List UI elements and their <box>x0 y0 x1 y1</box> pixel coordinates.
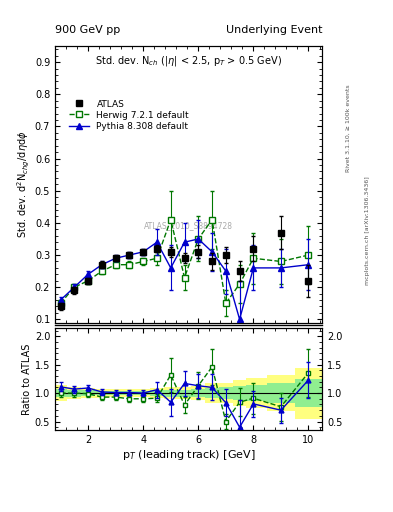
Pythia 8.308 default <box>279 265 283 271</box>
Text: Rivet 3.1.10, ≥ 100k events: Rivet 3.1.10, ≥ 100k events <box>346 84 351 172</box>
ATLAS <box>154 246 159 252</box>
ATLAS <box>237 268 242 274</box>
Pythia 8.308 default <box>58 297 63 303</box>
ATLAS <box>224 252 228 258</box>
ATLAS <box>168 249 173 255</box>
Text: ATLAS_2010_S8894728: ATLAS_2010_S8894728 <box>144 221 233 230</box>
Herwig 7.2.1 default <box>306 252 311 258</box>
Pythia 8.308 default <box>99 262 104 268</box>
Herwig 7.2.1 default <box>154 255 159 261</box>
Y-axis label: Ratio to ATLAS: Ratio to ATLAS <box>22 343 32 415</box>
Pythia 8.308 default <box>196 236 201 242</box>
Pythia 8.308 default <box>168 265 173 271</box>
Pythia 8.308 default <box>210 249 215 255</box>
Pythia 8.308 default <box>224 268 228 274</box>
Herwig 7.2.1 default <box>182 274 187 281</box>
ATLAS <box>306 278 311 284</box>
Pythia 8.308 default <box>141 249 145 255</box>
Pythia 8.308 default <box>86 271 90 278</box>
Pythia 8.308 default <box>182 239 187 245</box>
Herwig 7.2.1 default <box>168 217 173 223</box>
Line: ATLAS: ATLAS <box>58 230 311 309</box>
ATLAS <box>127 252 132 258</box>
Herwig 7.2.1 default <box>237 281 242 287</box>
Line: Herwig 7.2.1 default: Herwig 7.2.1 default <box>58 217 311 306</box>
Herwig 7.2.1 default <box>113 262 118 268</box>
ATLAS <box>279 229 283 236</box>
Herwig 7.2.1 default <box>196 236 201 242</box>
ATLAS <box>196 249 201 255</box>
Herwig 7.2.1 default <box>86 278 90 284</box>
Text: mcplots.cern.ch [arXiv:1306.3436]: mcplots.cern.ch [arXiv:1306.3436] <box>365 176 371 285</box>
Text: 900 GeV pp: 900 GeV pp <box>55 25 120 35</box>
Herwig 7.2.1 default <box>127 262 132 268</box>
Herwig 7.2.1 default <box>224 300 228 306</box>
Text: Underlying Event: Underlying Event <box>226 25 322 35</box>
ATLAS <box>251 246 256 252</box>
Herwig 7.2.1 default <box>251 255 256 261</box>
Pythia 8.308 default <box>154 239 159 245</box>
ATLAS <box>182 255 187 261</box>
Herwig 7.2.1 default <box>72 284 77 290</box>
ATLAS <box>99 262 104 268</box>
Pythia 8.308 default <box>113 255 118 261</box>
Pythia 8.308 default <box>251 265 256 271</box>
ATLAS <box>86 278 90 284</box>
ATLAS <box>210 259 215 265</box>
Text: Std. dev. N$_{ch}$ (|$\eta$| < 2.5, p$_{T}$ > 0.5 GeV): Std. dev. N$_{ch}$ (|$\eta$| < 2.5, p$_{… <box>95 54 282 69</box>
Legend: ATLAS, Herwig 7.2.1 default, Pythia 8.308 default: ATLAS, Herwig 7.2.1 default, Pythia 8.30… <box>68 98 191 133</box>
Herwig 7.2.1 default <box>58 300 63 306</box>
ATLAS <box>58 304 63 310</box>
ATLAS <box>72 287 77 293</box>
Herwig 7.2.1 default <box>99 268 104 274</box>
Y-axis label: Std. dev. d$^{2}$N$_{chg}$/d$\eta$d$\phi$: Std. dev. d$^{2}$N$_{chg}$/d$\eta$d$\phi… <box>16 131 32 238</box>
ATLAS <box>141 249 145 255</box>
Pythia 8.308 default <box>72 284 77 290</box>
Herwig 7.2.1 default <box>279 259 283 265</box>
X-axis label: p$_{T}$ (leading track) [GeV]: p$_{T}$ (leading track) [GeV] <box>122 447 255 462</box>
Herwig 7.2.1 default <box>210 217 215 223</box>
Herwig 7.2.1 default <box>141 259 145 265</box>
Pythia 8.308 default <box>237 316 242 323</box>
ATLAS <box>113 255 118 261</box>
Pythia 8.308 default <box>127 252 132 258</box>
Line: Pythia 8.308 default: Pythia 8.308 default <box>58 236 311 322</box>
Pythia 8.308 default <box>306 262 311 268</box>
